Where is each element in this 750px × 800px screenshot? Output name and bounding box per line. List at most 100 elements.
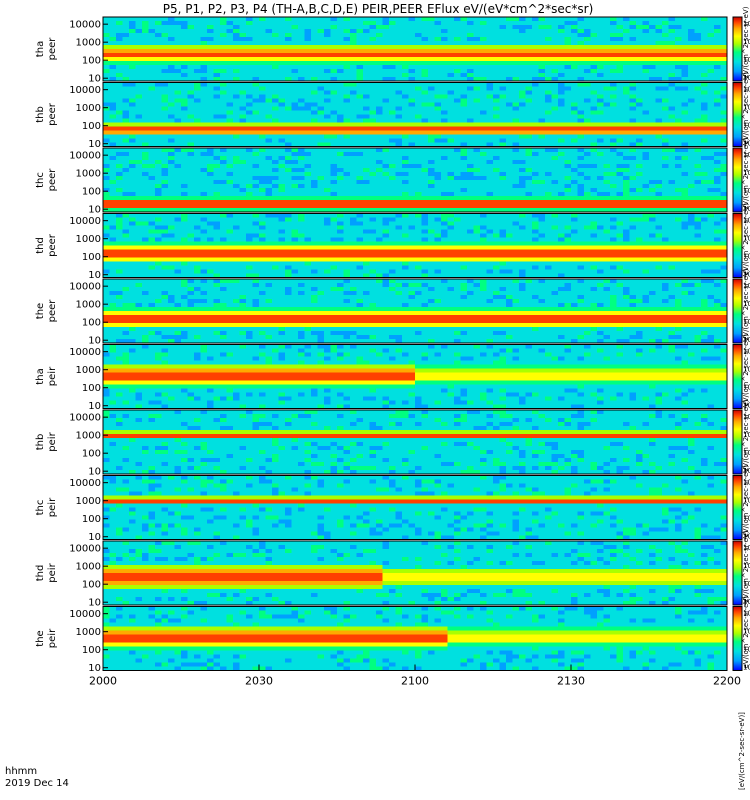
heat-cell [493,90,500,95]
heat-cell [350,61,357,66]
heat-cell [688,86,695,91]
heat-cell [187,82,195,87]
heat-cell [142,110,149,115]
heat-cell [506,86,513,91]
heat-cell [720,21,728,26]
heat-cell [662,142,669,147]
heat-cell [259,213,266,218]
heat-cell [454,98,461,103]
heat-cell [168,49,175,54]
heat-cell [135,160,143,165]
heat-cell [187,184,195,189]
heat-cell [129,73,136,78]
heat-cell [545,148,552,153]
heat-cell [402,217,409,222]
heat-cell [259,168,266,173]
heat-cell [681,33,689,38]
heat-cell [701,94,708,99]
heat-cell [480,196,487,201]
heat-cell [415,172,422,177]
heat-cell [473,118,481,123]
heat-cell [356,168,364,173]
heat-cell [103,45,110,50]
heat-cell [603,192,611,197]
heat-cell [584,172,591,177]
heat-cell [330,142,338,147]
heat-cell [701,21,708,26]
heat-cell [447,172,455,177]
heat-cell [681,172,689,177]
heat-cell [564,180,572,185]
heat-cell [272,106,279,111]
heat-cell [623,25,630,30]
heat-cell [369,21,377,26]
heat-cell [187,94,195,99]
heat-cell [142,49,149,54]
heat-cell [350,41,357,46]
heat-cell [545,61,552,66]
heat-cell [421,41,429,46]
heat-cell [382,110,390,115]
heat-cell [545,106,552,111]
heat-cell [129,122,136,127]
heat-cell [155,69,162,74]
heat-cell [655,110,663,115]
heat-cell [616,130,624,135]
heat-cell [311,130,318,135]
heat-cell [187,126,195,131]
heat-cell [155,33,162,38]
heat-cell [356,90,364,95]
heat-cell [460,41,468,46]
heat-cell [636,192,643,197]
heat-cell [259,200,266,205]
heat-cell [200,225,208,230]
heat-cell [499,65,507,70]
heat-cell [129,152,136,157]
heat-cell [356,208,364,213]
heat-cell [473,61,481,66]
heat-cell [499,221,507,226]
heat-cell [714,106,721,111]
heat-cell [460,208,468,213]
heat-cell [616,138,624,143]
heat-cell [103,184,110,189]
heat-cell [239,82,247,87]
heat-cell [636,37,643,42]
heat-cell [311,196,318,201]
colorbar-tick-label: 10^8 [743,151,750,159]
heat-cell [324,82,331,87]
heat-cell [168,37,175,42]
heat-cell [356,148,364,153]
heat-cell [402,130,409,135]
heat-cell [714,49,721,54]
heat-cell [655,94,663,99]
heat-cell [298,69,305,74]
heat-cell [200,126,208,131]
heat-cell [408,200,416,205]
heat-cell [532,122,539,127]
heat-cell [720,37,728,42]
heat-cell [382,65,390,70]
heat-cell [558,213,565,218]
heat-cell [486,45,494,50]
heat-cell [200,152,208,157]
heat-cell [642,138,650,143]
heat-cell [389,148,396,153]
heat-cell [207,90,214,95]
heat-cell [707,126,715,131]
heat-cell [187,180,195,185]
heat-cell [181,118,188,123]
heat-cell [720,90,728,95]
heat-cell [135,200,143,205]
heat-cell [317,57,325,62]
heat-cell [291,188,299,193]
heat-cell [337,53,344,58]
heat-cell [577,25,585,30]
heat-cell [181,122,188,127]
heat-cell [155,204,162,209]
heat-cell [350,49,357,54]
heat-cell [304,221,312,226]
heat-cell [233,90,240,95]
heat-cell [642,130,650,135]
heat-cell [402,122,409,127]
